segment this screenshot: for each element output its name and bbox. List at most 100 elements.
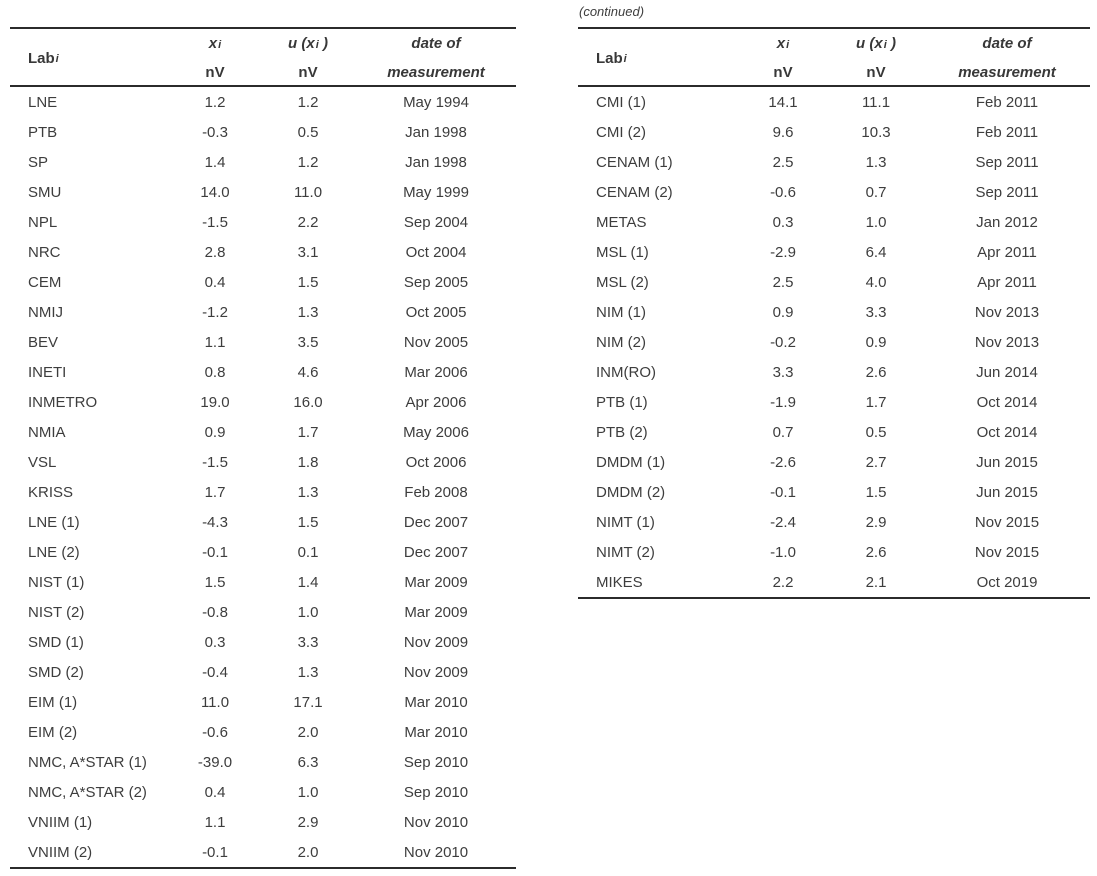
date-cell: Nov 2009 bbox=[403, 663, 469, 681]
uxi-cell: 1.5 bbox=[865, 483, 887, 501]
xi-cell: -0.2 bbox=[770, 333, 796, 351]
lab-cell: DMDM (1) bbox=[596, 453, 666, 471]
xi-cell: 0.9 bbox=[772, 303, 794, 321]
date-cell: Nov 2013 bbox=[974, 303, 1040, 321]
table-row: CMI (2) 9.6 10.3 Feb 2011 bbox=[578, 117, 1090, 147]
uxi-cell: 0.5 bbox=[297, 123, 319, 141]
table-row: DMDM (1) -2.6 2.7 Jun 2015 bbox=[578, 447, 1090, 477]
lab-header-label: Lab bbox=[28, 49, 55, 67]
xi-cell: -0.1 bbox=[202, 843, 228, 861]
date-cell: Mar 2006 bbox=[404, 363, 468, 381]
xi-unit: nV bbox=[205, 64, 225, 81]
uxi-cell: 1.2 bbox=[297, 93, 319, 111]
uxi-symbol-open: u (x bbox=[288, 35, 315, 52]
lab-cell: CMI (1) bbox=[596, 93, 646, 111]
date-cell: May 1994 bbox=[403, 93, 469, 111]
lab-cell: PTB bbox=[28, 123, 58, 141]
table-row: VNIIM (1) 1.1 2.9 Nov 2010 bbox=[10, 807, 516, 837]
uxi-subscript: i bbox=[315, 38, 319, 51]
table-row: SMU 14.0 11.0 May 1999 bbox=[10, 177, 516, 207]
xi-cell: 1.2 bbox=[204, 93, 226, 111]
lab-cell: SMD (1) bbox=[28, 633, 84, 651]
table-row: MSL (1) -2.9 6.4 Apr 2011 bbox=[578, 237, 1090, 267]
xi-cell: 2.8 bbox=[204, 243, 226, 261]
uxi-subscript: i bbox=[883, 38, 887, 51]
table-row: KRISS 1.7 1.3 Feb 2008 bbox=[10, 477, 516, 507]
table-row: MSL (2) 2.5 4.0 Apr 2011 bbox=[578, 267, 1090, 297]
uxi-cell: 3.3 bbox=[865, 303, 887, 321]
uxi-unit: nV bbox=[866, 64, 886, 81]
xi-cell: 2.5 bbox=[772, 153, 794, 171]
date-column-header: date of measurement bbox=[356, 29, 516, 87]
date-cell: Feb 2011 bbox=[975, 123, 1039, 141]
uxi-cell: 2.0 bbox=[297, 843, 319, 861]
uxi-cell: 4.6 bbox=[297, 363, 319, 381]
date-cell: Sep 2010 bbox=[403, 783, 469, 801]
lab-cell: PTB (1) bbox=[596, 393, 648, 411]
uxi-column-header: u (x i ) nV bbox=[828, 29, 924, 87]
table-row: SMD (2) -0.4 1.3 Nov 2009 bbox=[10, 657, 516, 687]
date-cell: Oct 2014 bbox=[976, 393, 1038, 411]
table-row: PTB -0.3 0.5 Jan 1998 bbox=[10, 117, 516, 147]
table-row: LNE 1.2 1.2 May 1994 bbox=[10, 87, 516, 117]
table-row: NPL -1.5 2.2 Sep 2004 bbox=[10, 207, 516, 237]
lab-cell: BEV bbox=[28, 333, 59, 351]
date-cell: Jan 2012 bbox=[976, 213, 1038, 231]
xi-cell: -0.6 bbox=[202, 723, 228, 741]
table-row: LNE (1) -4.3 1.5 Dec 2007 bbox=[10, 507, 516, 537]
date-cell: Feb 2008 bbox=[404, 483, 468, 501]
lab-column-header: Lab i bbox=[578, 29, 738, 87]
date-header-line2: measurement bbox=[387, 64, 485, 81]
table-row: EIM (2) -0.6 2.0 Mar 2010 bbox=[10, 717, 516, 747]
xi-cell: 1.5 bbox=[204, 573, 226, 591]
uxi-cell: 1.0 bbox=[865, 213, 887, 231]
table-row: SP 1.4 1.2 Jan 1998 bbox=[10, 147, 516, 177]
lab-cell: MSL (1) bbox=[596, 243, 649, 261]
continued-label: (continued) bbox=[579, 4, 645, 19]
lab-cell: NIST (2) bbox=[28, 603, 85, 621]
lab-cell: NMIJ bbox=[28, 303, 63, 321]
lab-cell: KRISS bbox=[28, 483, 74, 501]
table-row: INETI 0.8 4.6 Mar 2006 bbox=[10, 357, 516, 387]
xi-cell: 0.3 bbox=[772, 213, 794, 231]
table-row: EIM (1) 11.0 17.1 Mar 2010 bbox=[10, 687, 516, 717]
uxi-cell: 1.8 bbox=[297, 453, 319, 471]
uxi-cell: 4.0 bbox=[865, 273, 887, 291]
uxi-cell: 1.0 bbox=[297, 603, 319, 621]
table-row: METAS 0.3 1.0 Jan 2012 bbox=[578, 207, 1090, 237]
lab-cell: VSL bbox=[28, 453, 57, 471]
uxi-cell: 3.5 bbox=[297, 333, 319, 351]
xi-cell: 9.6 bbox=[772, 123, 794, 141]
xi-cell: -1.2 bbox=[202, 303, 228, 321]
xi-unit: nV bbox=[773, 64, 793, 81]
date-cell: Oct 2004 bbox=[405, 243, 467, 261]
table-row: DMDM (2) -0.1 1.5 Jun 2015 bbox=[578, 477, 1090, 507]
xi-cell: 14.1 bbox=[768, 93, 798, 111]
lab-cell: LNE bbox=[28, 93, 58, 111]
date-cell: Mar 2010 bbox=[404, 723, 468, 741]
date-header-line1: date of bbox=[411, 35, 461, 52]
date-cell: May 1999 bbox=[403, 183, 469, 201]
date-cell: Sep 2011 bbox=[975, 153, 1039, 171]
uxi-cell: 1.7 bbox=[297, 423, 319, 441]
lab-cell: EIM (2) bbox=[28, 723, 78, 741]
uxi-cell: 2.0 bbox=[297, 723, 319, 741]
uxi-cell: 0.1 bbox=[297, 543, 319, 561]
uxi-cell: 3.3 bbox=[297, 633, 319, 651]
date-cell: Nov 2015 bbox=[974, 513, 1040, 531]
xi-cell: 11.0 bbox=[200, 693, 230, 711]
table-row: VSL -1.5 1.8 Oct 2006 bbox=[10, 447, 516, 477]
date-cell: Nov 2015 bbox=[974, 543, 1040, 561]
date-cell: Nov 2013 bbox=[974, 333, 1040, 351]
date-cell: Sep 2011 bbox=[975, 183, 1039, 201]
date-cell: Nov 2009 bbox=[403, 633, 469, 651]
lab-column-header: Lab i bbox=[10, 29, 170, 87]
date-cell: Mar 2009 bbox=[404, 603, 468, 621]
uxi-cell: 11.1 bbox=[861, 93, 891, 111]
date-cell: Oct 2014 bbox=[976, 423, 1038, 441]
table-row: NMIJ -1.2 1.3 Oct 2005 bbox=[10, 297, 516, 327]
table-row: NRC 2.8 3.1 Oct 2004 bbox=[10, 237, 516, 267]
xi-cell: -0.6 bbox=[770, 183, 796, 201]
lab-cell: SMD (2) bbox=[28, 663, 84, 681]
table-row: NIMT (2) -1.0 2.6 Nov 2015 bbox=[578, 537, 1090, 567]
